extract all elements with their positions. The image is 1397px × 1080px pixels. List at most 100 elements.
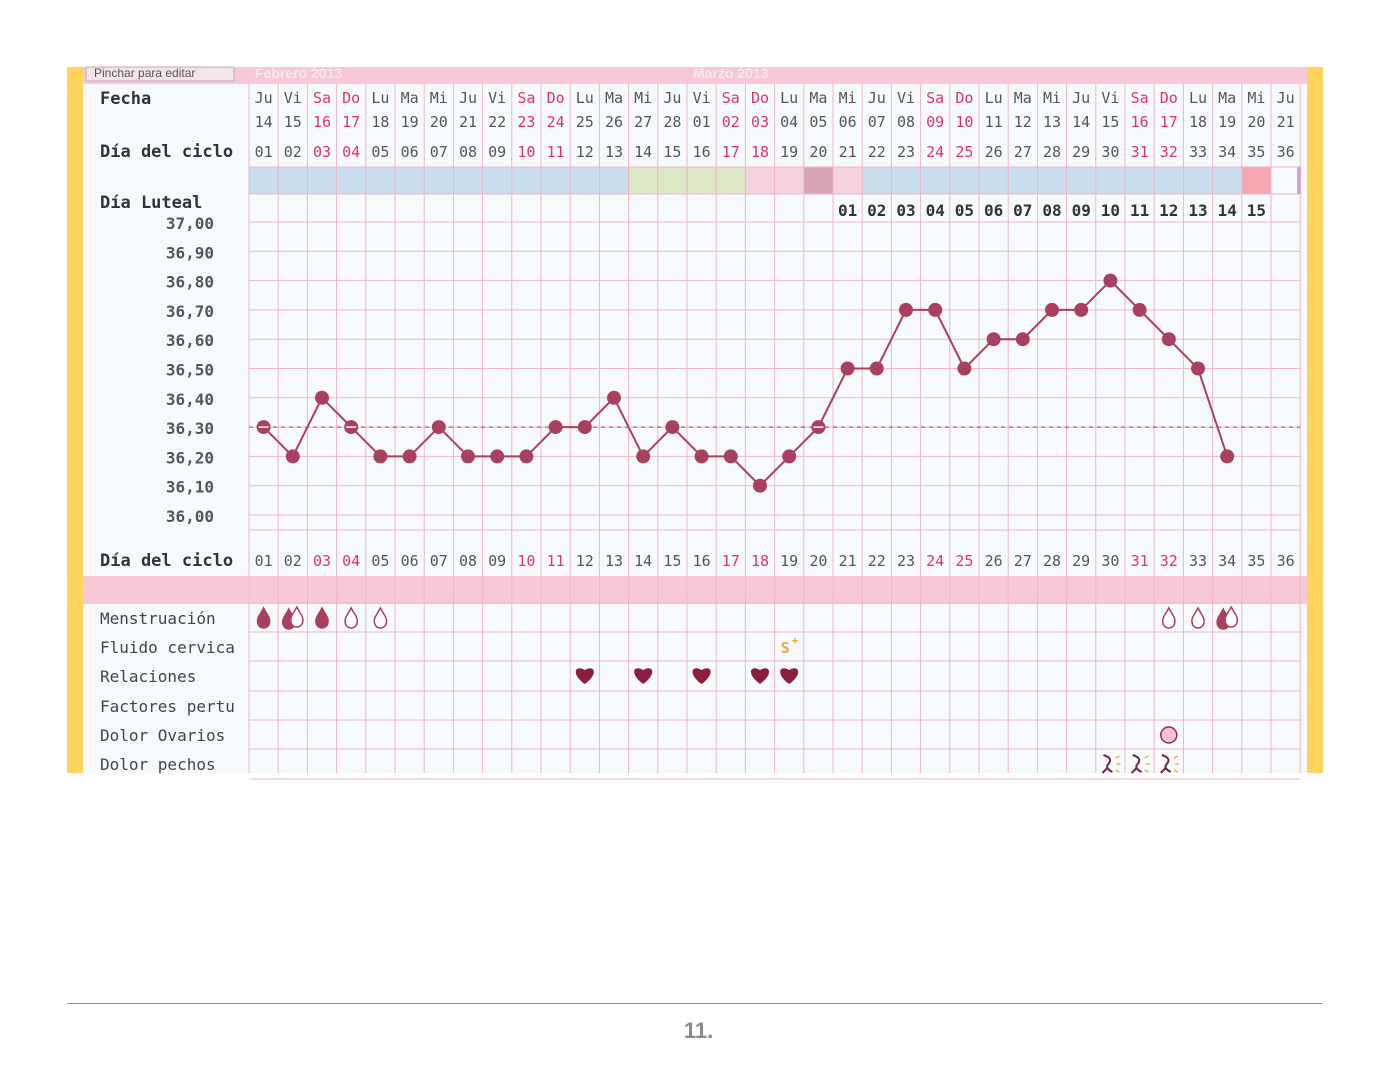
cycle-day-label: 01 <box>255 143 273 161</box>
weekday-label: Mi <box>430 89 448 107</box>
cycle-day-label-bottom: 28 <box>1043 552 1061 570</box>
row-label-relaciones: Relaciones <box>100 667 196 686</box>
temperature-point <box>1132 302 1147 317</box>
temperature-point <box>899 302 913 317</box>
grid <box>248 84 1301 780</box>
weekday-label: Sa <box>722 89 740 107</box>
phase-marker <box>1297 167 1302 194</box>
temperature-point <box>461 449 475 464</box>
temperature-point <box>577 420 592 435</box>
weekday-label: Sa <box>517 89 535 107</box>
cycle-day-label-bottom: 11 <box>547 552 565 570</box>
phase-cell <box>891 167 921 194</box>
cycle-day-label-bottom: 16 <box>693 552 711 570</box>
cycle-day-label-bottom: 12 <box>576 552 594 570</box>
cycle-day-label-bottom: 32 <box>1160 552 1178 570</box>
date-label: 04 <box>780 113 798 131</box>
luteal-day-label: 02 <box>867 201 886 220</box>
cycle-day-label-bottom: 20 <box>809 552 827 570</box>
weekday-label: Ju <box>1072 89 1090 107</box>
edit-button-label: Pinchar para editar <box>94 66 195 80</box>
cycle-day-label-bottom: 25 <box>955 552 973 570</box>
phase-cell <box>862 167 892 194</box>
cycle-day-label: 27 <box>1014 143 1032 161</box>
menstruation-light-icon <box>373 606 388 629</box>
heart-icon <box>780 668 799 684</box>
fluid-icon: + <box>792 634 799 647</box>
luteal-day-label: 11 <box>1130 201 1149 220</box>
cycle-day-label-bottom: 18 <box>751 552 769 570</box>
temperature-line <box>262 279 1229 488</box>
y-tick-label: 36,70 <box>166 302 214 321</box>
cycle-day-label-bottom: 26 <box>985 552 1003 570</box>
luteal-day-label: 06 <box>984 201 1003 220</box>
temperature-point <box>665 420 680 435</box>
weekday-label: Vi <box>693 89 711 107</box>
date-label: 28 <box>663 113 681 131</box>
phase-cell <box>716 167 746 194</box>
date-label: 17 <box>1160 113 1178 131</box>
cycle-day-label: 04 <box>342 143 360 161</box>
breast-pain-icon <box>1130 754 1143 774</box>
weekday-label: Mi <box>839 89 857 107</box>
cycle-day-label: 21 <box>839 143 857 161</box>
phase-cell <box>920 167 950 194</box>
cycle-day-label-bottom: 10 <box>517 552 535 570</box>
phase-cell <box>1095 167 1125 194</box>
phase-cell <box>628 167 658 194</box>
cycle-day-label: 34 <box>1218 143 1236 161</box>
phase-cell <box>1154 167 1184 194</box>
cycle-day-label-bottom: 33 <box>1189 552 1207 570</box>
cycle-day-label: 35 <box>1247 143 1265 161</box>
weekday-label: Lu <box>985 89 1003 107</box>
cycle-day-label-bottom: 23 <box>897 552 915 570</box>
weekday-label: Ju <box>868 89 886 107</box>
weekday-label: Ma <box>401 89 419 107</box>
cycle-day-label: 14 <box>634 143 652 161</box>
temperature-point <box>840 361 855 376</box>
row-label-menstruacion: Menstruación <box>100 609 216 628</box>
weekday-label: Ma <box>1014 89 1032 107</box>
row-label-factores: Factores pertu <box>100 697 235 716</box>
phase-cell <box>949 167 979 194</box>
separator-band <box>83 576 1307 604</box>
date-label: 12 <box>1014 113 1032 131</box>
weekday-label: Mi <box>1043 89 1061 107</box>
date-label: 19 <box>1218 113 1236 131</box>
date-label: 11 <box>985 113 1003 131</box>
temperature-point <box>723 449 738 464</box>
date-label: 03 <box>751 113 769 131</box>
weekday-label: Sa <box>926 89 944 107</box>
cycle-day-label: 06 <box>401 143 419 161</box>
weekday-label: Ma <box>809 89 827 107</box>
breast-pain-icon <box>1173 755 1179 773</box>
temperature-point <box>928 302 943 317</box>
weekday-label: Ju <box>1277 89 1295 107</box>
menstruation-light-icon <box>1161 606 1176 629</box>
cycle-day-label-bottom: 14 <box>634 552 652 570</box>
weekday-label: Ma <box>605 89 623 107</box>
cycle-day-label: 22 <box>868 143 886 161</box>
weekday-label: Do <box>1160 89 1178 107</box>
date-label: 16 <box>1131 113 1149 131</box>
month-header-band <box>83 67 1307 84</box>
weekday-label: Lu <box>576 89 594 107</box>
phase-cell <box>1241 167 1271 194</box>
weekday-label: Vi <box>488 89 506 107</box>
weekday-label: Lu <box>1189 89 1207 107</box>
temperature-point <box>1015 332 1030 347</box>
phase-cell <box>979 167 1009 194</box>
cycle-day-label: 12 <box>576 143 594 161</box>
weekday-label: Do <box>751 89 769 107</box>
luteal-day-label: 01 <box>838 201 857 220</box>
weekday-label: Vi <box>284 89 302 107</box>
row-label-dia-ciclo: Día del ciclo <box>100 142 233 162</box>
row-label-dolor_ovarios: Dolor Ovarios <box>100 726 225 745</box>
phase-cell <box>249 167 279 194</box>
temperature-point <box>694 449 709 464</box>
cycle-day-label-bottom: 09 <box>488 552 506 570</box>
date-label: 16 <box>313 113 331 131</box>
date-label: 08 <box>897 113 915 131</box>
phase-cell <box>541 167 571 194</box>
phase-cell <box>1008 167 1038 194</box>
